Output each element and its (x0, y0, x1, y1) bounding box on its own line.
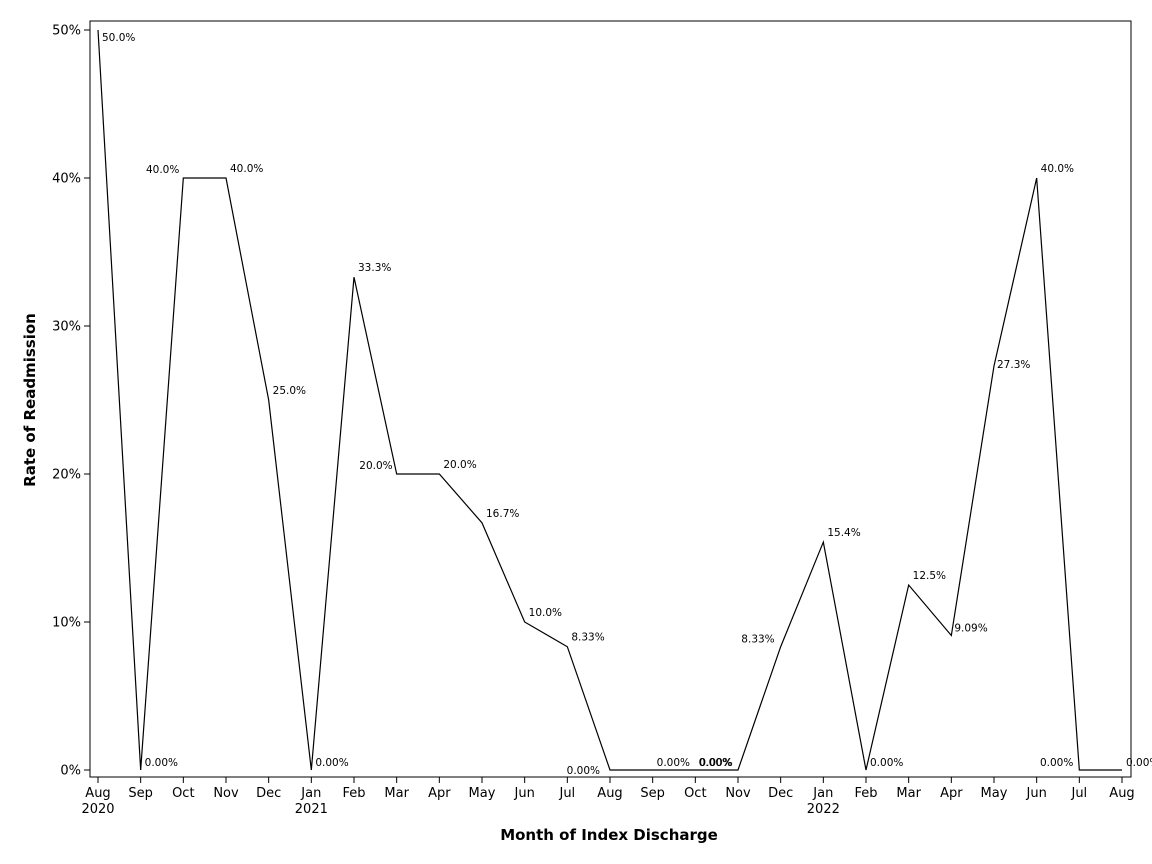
data-point (566, 646, 568, 648)
x-tick-label: May (981, 786, 1008, 801)
x-tick-label: Jul (1070, 786, 1087, 801)
x-tick-label: Jun (514, 786, 535, 801)
data-label: 0.00% (145, 757, 178, 769)
data-point (652, 769, 654, 771)
x-tick-label: Nov (725, 786, 751, 801)
x-tick-label: Feb (342, 786, 365, 801)
data-point (1078, 769, 1080, 771)
x-year-label: 2022 (807, 802, 840, 817)
data-label: 0.00% (657, 757, 690, 769)
data-point (310, 769, 312, 771)
x-year-label: 2020 (81, 802, 114, 817)
data-point (865, 769, 867, 771)
y-tick-label: 40% (52, 172, 81, 187)
x-tick-label: Apr (940, 786, 963, 801)
x-tick-label: Jun (1026, 786, 1047, 801)
data-point (780, 646, 782, 648)
data-label: 8.33% (571, 632, 604, 644)
x-tick-label: May (469, 786, 496, 801)
data-point (822, 541, 824, 543)
data-point (1121, 769, 1123, 771)
data-label: 0.00% (699, 757, 732, 769)
data-label: 33.3% (358, 262, 391, 274)
y-tick-label: 10% (52, 616, 81, 631)
data-label: 27.3% (997, 359, 1030, 371)
data-label: 0.00% (1040, 757, 1073, 769)
x-tick-label: Apr (428, 786, 451, 801)
data-label: 40.0% (230, 163, 263, 175)
data-label: 50.0% (102, 32, 135, 44)
data-label: 0.00% (567, 765, 600, 777)
x-tick-label: Mar (896, 786, 921, 801)
y-tick-label: 50% (52, 24, 81, 39)
x-tick-label: Mar (384, 786, 409, 801)
data-label: 20.0% (359, 460, 392, 472)
data-point (950, 634, 952, 636)
data-label: 12.5% (913, 570, 946, 582)
x-tick-label: Sep (128, 786, 153, 801)
data-point (353, 276, 355, 278)
data-label: 0.00% (870, 757, 903, 769)
data-point (182, 177, 184, 179)
data-point (396, 473, 398, 475)
data-label: 20.0% (443, 459, 476, 471)
data-point (737, 769, 739, 771)
x-tick-label: Aug (85, 786, 110, 801)
data-point (524, 621, 526, 623)
data-label: 15.4% (827, 527, 860, 539)
data-label: 10.0% (529, 607, 562, 619)
y-tick-label: 30% (52, 320, 81, 335)
data-point (481, 522, 483, 524)
data-point (609, 769, 611, 771)
data-point (97, 29, 99, 31)
y-axis: 0% 10% 20% 30% 40% 50% (52, 24, 90, 779)
data-label: 0.00% (699, 757, 732, 769)
data-point (993, 365, 995, 367)
y-tick-label: 20% (52, 468, 81, 483)
data-point (140, 769, 142, 771)
data-label: 25.0% (273, 385, 306, 397)
x-tick-label: Jan (300, 786, 321, 801)
data-point (694, 769, 696, 771)
data-label: 8.33% (741, 634, 774, 646)
series-group (97, 29, 1123, 771)
x-tick-label: Jan (812, 786, 833, 801)
data-label: 40.0% (146, 164, 179, 176)
plot-frame (89, 20, 1132, 778)
x-axis: Aug Sep Oct Nov Dec Jan Feb Mar Apr May Jun Jul Aug S… (81, 777, 1135, 817)
data-point (268, 399, 270, 401)
y-tick-label: 0% (60, 764, 81, 779)
y-axis-title: Rate of Readmission (21, 313, 39, 487)
data-label: 16.7% (486, 508, 519, 520)
x-tick-label: Oct (684, 786, 706, 801)
data-label: 0.00% (1126, 757, 1152, 769)
x-tick-label: Aug (597, 786, 622, 801)
x-tick-label: Dec (768, 786, 793, 801)
data-label: 0.00% (315, 757, 348, 769)
series-line (97, 29, 1122, 771)
x-tick-label: Feb (854, 786, 877, 801)
x-tick-label: Nov (213, 786, 239, 801)
x-tick-label: Jul (558, 786, 575, 801)
x-year-label: 2021 (295, 802, 328, 817)
data-point (908, 584, 910, 586)
x-tick-label: Aug (1109, 786, 1134, 801)
data-label: 40.0% (1041, 163, 1074, 175)
x-tick-label: Oct (172, 786, 194, 801)
data-point (438, 473, 440, 475)
x-axis-title: Month of Index Discharge (500, 826, 718, 844)
data-labels-group: 50.0% 0.00% 40.0% 40.0% 25.0% 0.00% 33.3% 20.0%… (102, 32, 1152, 777)
x-tick-label: Dec (256, 786, 281, 801)
x-tick-label: Sep (640, 786, 665, 801)
data-point (225, 177, 227, 179)
data-label: 9.09% (954, 622, 987, 634)
data-point (1036, 177, 1038, 179)
